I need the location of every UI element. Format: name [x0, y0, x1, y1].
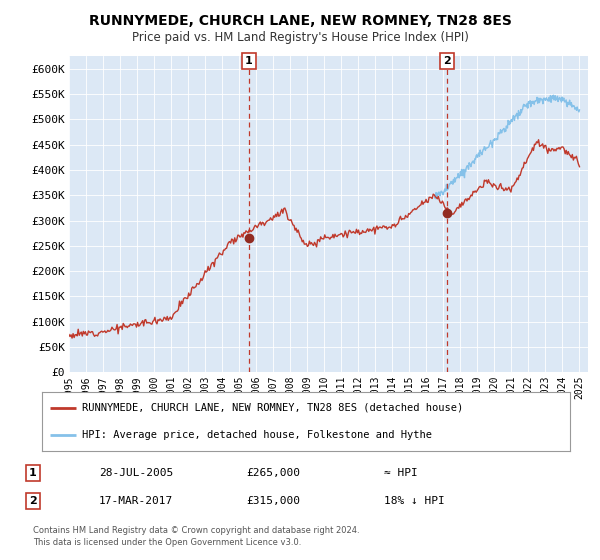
Text: Price paid vs. HM Land Registry's House Price Index (HPI): Price paid vs. HM Land Registry's House … [131, 31, 469, 44]
Text: RUNNYMEDE, CHURCH LANE, NEW ROMNEY, TN28 8ES: RUNNYMEDE, CHURCH LANE, NEW ROMNEY, TN28… [89, 14, 511, 28]
Text: ≈ HPI: ≈ HPI [384, 468, 418, 478]
Text: HPI: Average price, detached house, Folkestone and Hythe: HPI: Average price, detached house, Folk… [82, 430, 431, 440]
Text: 28-JUL-2005: 28-JUL-2005 [99, 468, 173, 478]
Text: £265,000: £265,000 [246, 468, 300, 478]
Text: RUNNYMEDE, CHURCH LANE, NEW ROMNEY, TN28 8ES (detached house): RUNNYMEDE, CHURCH LANE, NEW ROMNEY, TN28… [82, 403, 463, 413]
Text: 2: 2 [29, 496, 37, 506]
Text: This data is licensed under the Open Government Licence v3.0.: This data is licensed under the Open Gov… [33, 538, 301, 547]
Text: 1: 1 [29, 468, 37, 478]
Text: 18% ↓ HPI: 18% ↓ HPI [384, 496, 445, 506]
Text: £315,000: £315,000 [246, 496, 300, 506]
Text: Contains HM Land Registry data © Crown copyright and database right 2024.: Contains HM Land Registry data © Crown c… [33, 526, 359, 535]
Text: 17-MAR-2017: 17-MAR-2017 [99, 496, 173, 506]
Text: 1: 1 [245, 56, 253, 66]
Text: 2: 2 [443, 56, 451, 66]
